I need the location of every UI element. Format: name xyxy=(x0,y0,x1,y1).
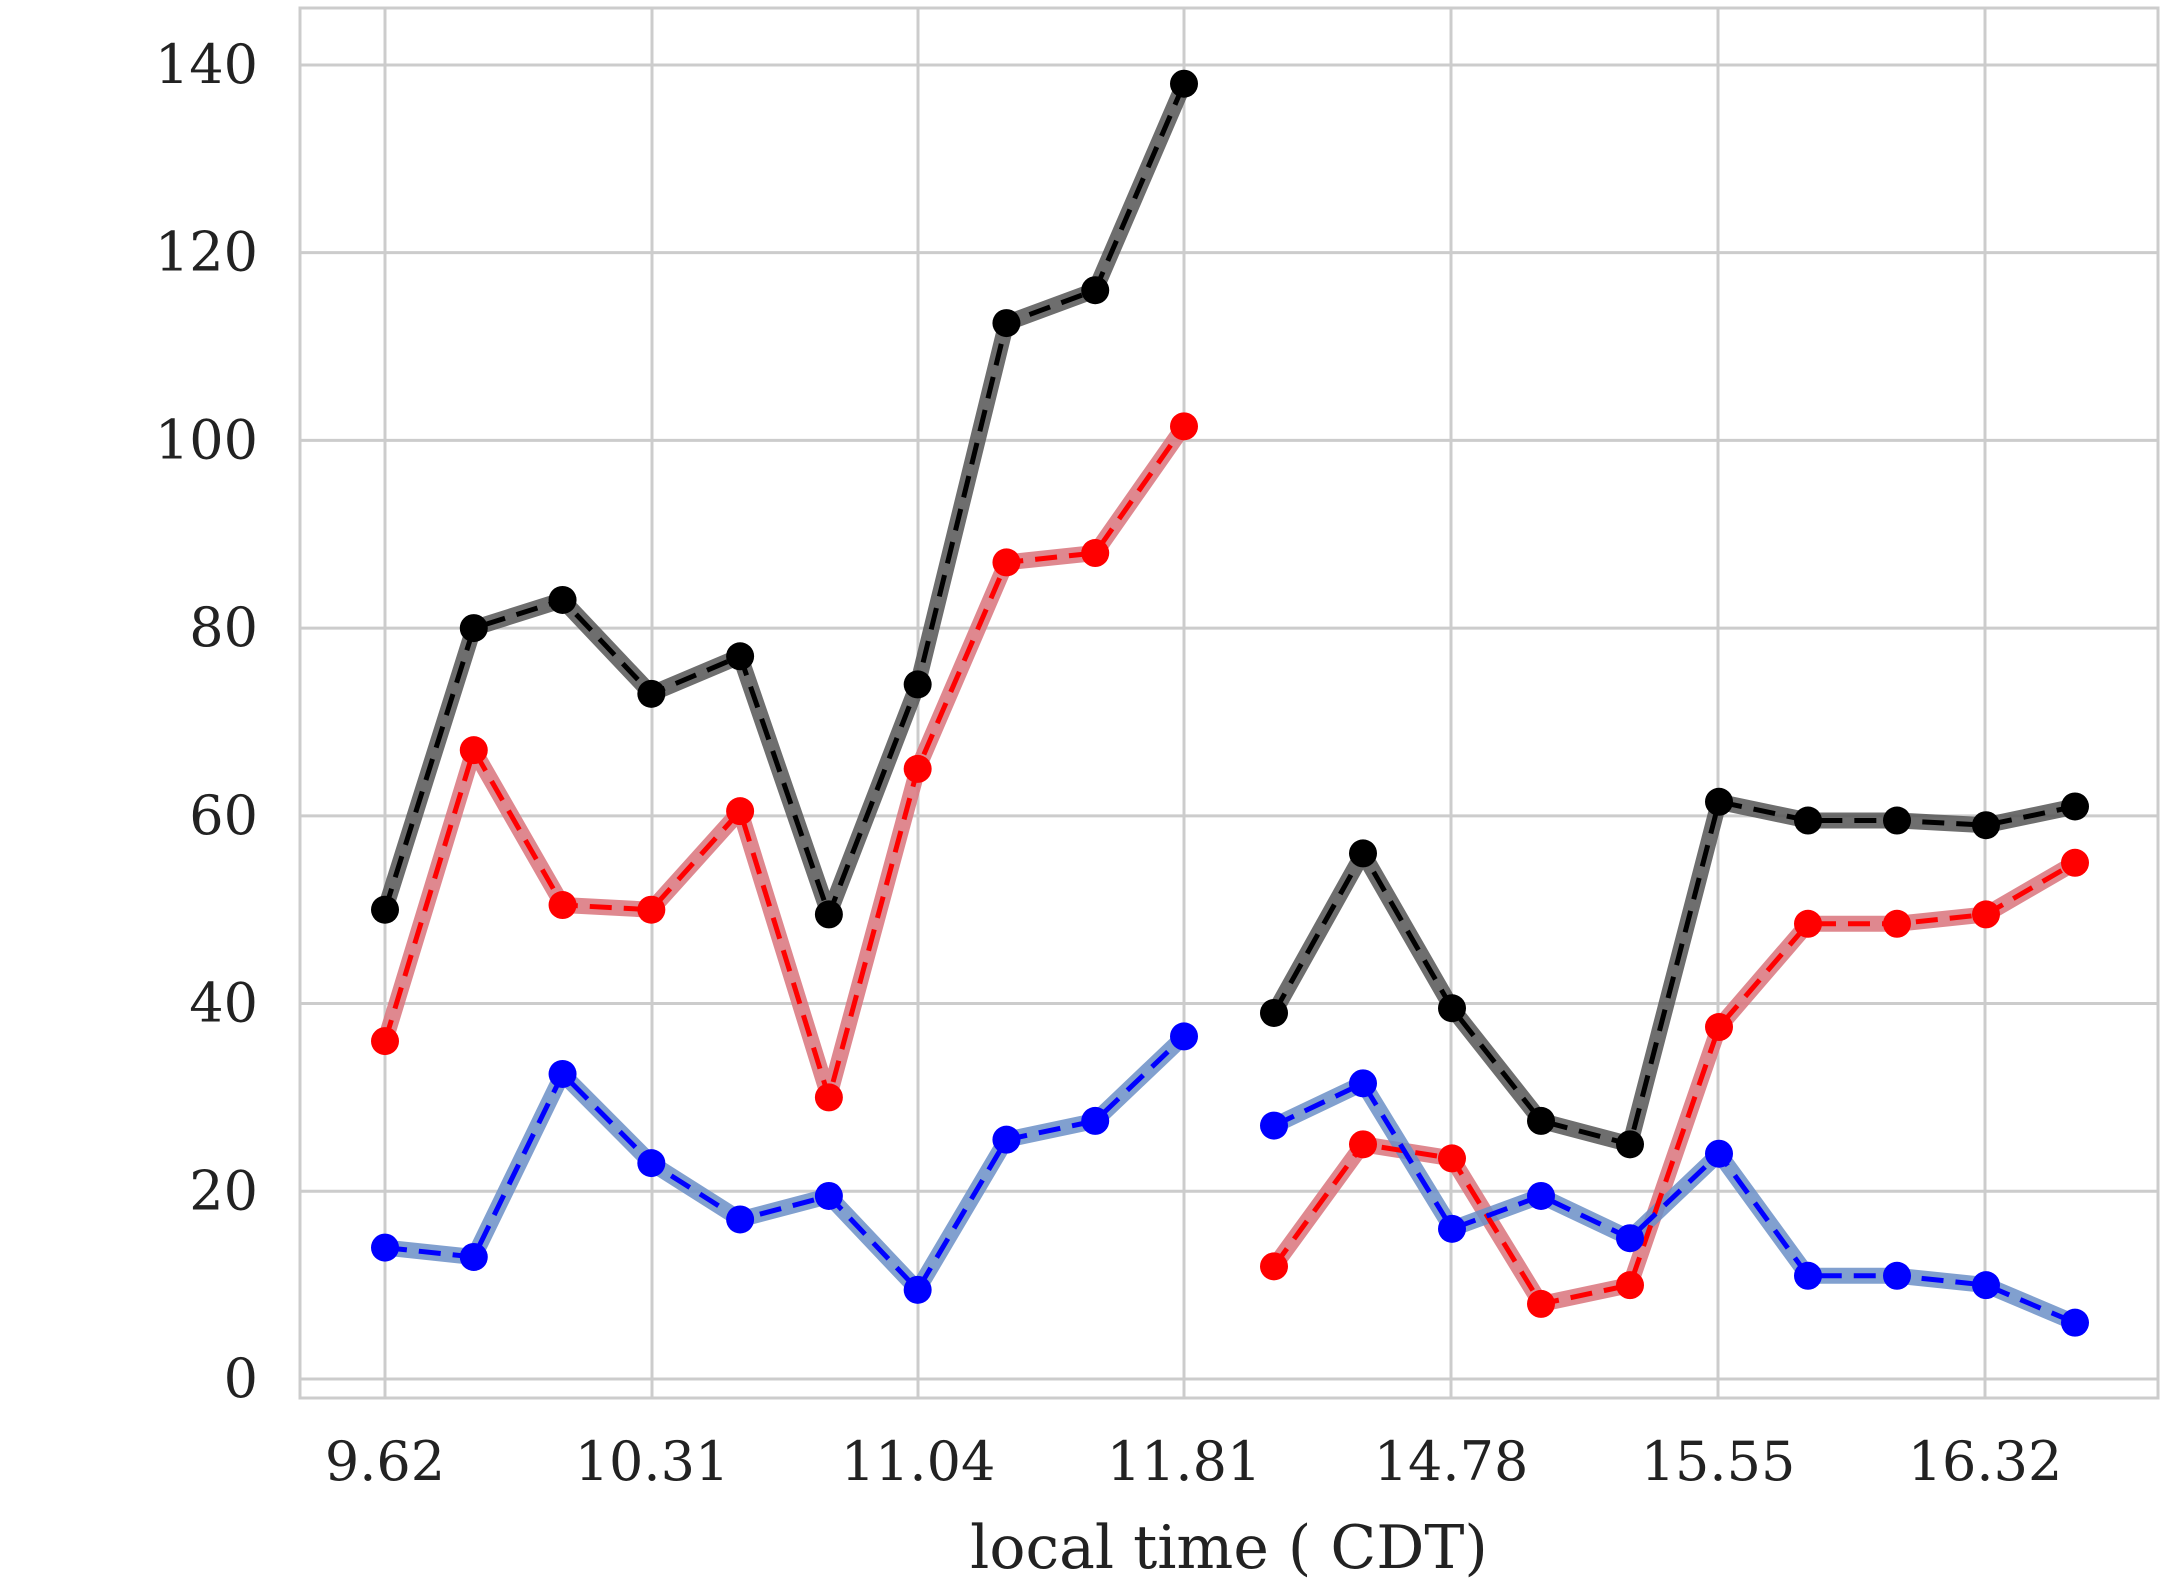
data-point xyxy=(1794,1261,1822,1290)
data-point xyxy=(1972,900,2000,929)
data-point xyxy=(1705,787,1733,816)
data-point xyxy=(814,900,843,929)
data-point xyxy=(1705,1013,1733,1042)
x-axis-label: local time ( CDT) xyxy=(970,1513,1488,1583)
x-tick-label: 15.55 xyxy=(1641,1430,1796,1493)
y-tick-label: 60 xyxy=(189,784,258,847)
data-point xyxy=(1081,1106,1110,1135)
data-point xyxy=(371,1233,399,1262)
data-point xyxy=(1883,909,1911,938)
data-point xyxy=(1527,1181,1555,1210)
data-point xyxy=(637,679,666,708)
data-point xyxy=(1349,839,1377,868)
series-lines xyxy=(382,82,2077,1326)
data-point xyxy=(1527,1106,1555,1135)
data-point xyxy=(1260,1252,1288,1281)
x-tick-label: 16.32 xyxy=(1908,1430,2063,1493)
data-point xyxy=(1260,1111,1288,1140)
series-line xyxy=(384,1034,1186,1294)
data-point xyxy=(548,1059,577,1088)
series-line xyxy=(382,82,1187,922)
data-point xyxy=(548,585,577,614)
data-point xyxy=(1972,1271,2000,1300)
data-point xyxy=(1972,811,2000,840)
data-point xyxy=(1794,806,1822,835)
x-tick-label: 10.31 xyxy=(575,1430,730,1493)
data-point xyxy=(814,1181,843,1210)
data-point xyxy=(1349,1130,1377,1159)
data-point xyxy=(903,754,932,783)
data-point xyxy=(2061,848,2089,877)
data-point xyxy=(992,1125,1021,1154)
y-tick-label: 0 xyxy=(224,1347,258,1410)
y-tick-label: 80 xyxy=(189,596,258,659)
data-point xyxy=(1349,1069,1377,1098)
data-point xyxy=(1170,69,1198,98)
data-point xyxy=(1616,1271,1644,1300)
y-tick-label: 20 xyxy=(189,1159,258,1222)
data-point xyxy=(1438,1214,1466,1243)
y-tick-label: 100 xyxy=(155,408,258,471)
data-point xyxy=(726,1205,755,1234)
x-tick-label: 14.78 xyxy=(1374,1430,1529,1493)
data-point xyxy=(1170,412,1198,441)
data-point xyxy=(2061,792,2089,821)
data-point xyxy=(1794,909,1822,938)
data-point xyxy=(2061,1308,2089,1337)
x-tick-label: 9.62 xyxy=(325,1430,445,1493)
data-point xyxy=(1883,1261,1911,1290)
series-points xyxy=(371,69,2089,1337)
series-line xyxy=(382,424,1187,1107)
data-point xyxy=(1883,806,1911,835)
y-tick-label: 140 xyxy=(155,33,258,96)
y-tick-label: 120 xyxy=(155,221,258,284)
x-tick-label: 11.81 xyxy=(1107,1430,1262,1493)
data-point xyxy=(1081,276,1110,305)
data-point xyxy=(637,1149,666,1178)
data-point xyxy=(1438,994,1466,1023)
plot-area xyxy=(298,6,2160,1400)
data-point xyxy=(1705,1139,1733,1168)
data-point xyxy=(1081,539,1110,568)
data-point xyxy=(726,797,755,826)
x-axis-ticks: 9.62 10.31 11.04 11.81 14.78 15.55 16.32 xyxy=(325,1430,2062,1493)
x-tick-label: 11.04 xyxy=(841,1430,996,1493)
data-point xyxy=(992,309,1021,338)
series-line xyxy=(1271,798,2076,1148)
data-point xyxy=(548,891,577,920)
data-point xyxy=(903,670,932,699)
data-point xyxy=(459,614,488,643)
data-point xyxy=(637,895,666,924)
data-point xyxy=(459,736,488,765)
data-point xyxy=(1527,1289,1555,1318)
data-point xyxy=(1438,1144,1466,1173)
data-point xyxy=(1616,1130,1644,1159)
data-point xyxy=(459,1242,488,1271)
y-axis-ticks: 0 20 40 60 80 100 120 140 xyxy=(155,33,258,1410)
data-point xyxy=(1170,1022,1198,1051)
data-point xyxy=(814,1083,843,1112)
data-point xyxy=(371,1027,399,1056)
series-line xyxy=(1272,1080,2076,1326)
data-point xyxy=(371,895,399,924)
data-point xyxy=(992,548,1021,577)
y-tick-label: 40 xyxy=(189,972,258,1035)
data-point xyxy=(726,642,755,671)
data-point xyxy=(1616,1224,1644,1253)
data-point xyxy=(1260,998,1288,1027)
data-point xyxy=(903,1275,932,1304)
